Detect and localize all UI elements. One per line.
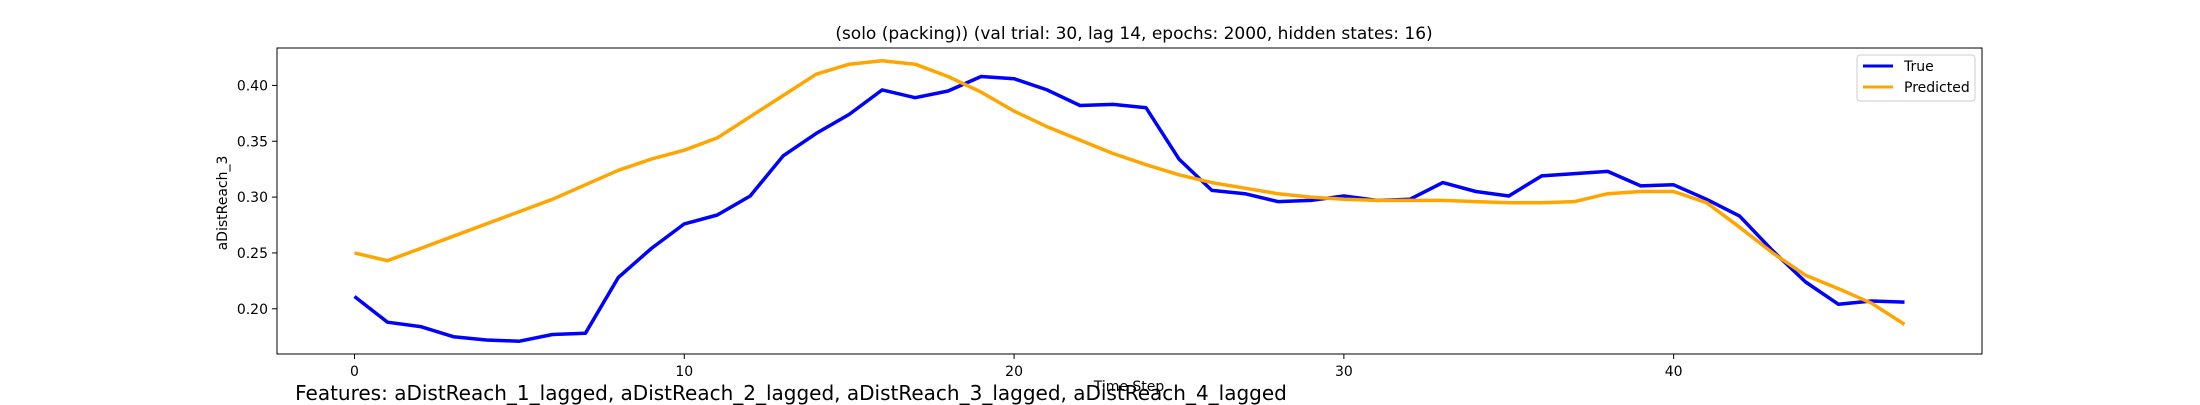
features-caption: Features: aDistReach_1_lagged, aDistReac… — [295, 381, 1287, 405]
y-tick-label: 0.40 — [237, 78, 268, 94]
y-tick-label: 0.25 — [237, 246, 268, 262]
legend: True Predicted — [1856, 54, 1976, 102]
series-line-predicted — [354, 59, 1906, 326]
y-axis: 0.20 0.25 0.30 0.35 0.40 — [237, 78, 277, 318]
series-line-true — [353, 74, 1905, 343]
plot-area — [276, 47, 1983, 355]
x-tick-label: 30 — [1335, 364, 1353, 380]
x-tick-label: 10 — [675, 364, 693, 380]
y-axis-label: aDistReach_3 — [215, 156, 231, 251]
chart-title: (solo (packing)) (val trial: 30, lag 14,… — [835, 24, 1432, 44]
y-tick-label: 0.20 — [237, 302, 268, 318]
x-tick-label: 40 — [1665, 364, 1683, 380]
legend-label-predicted: Predicted — [1904, 80, 1970, 96]
series-layer — [353, 59, 1906, 343]
legend-label-true: True — [1903, 59, 1934, 75]
x-tick-label: 0 — [350, 364, 359, 380]
y-tick-label: 0.30 — [237, 190, 268, 206]
x-tick-label: 20 — [1005, 364, 1023, 380]
y-tick-label: 0.35 — [237, 134, 268, 150]
x-axis-label: Time Step — [1093, 379, 1165, 395]
x-axis: 0 10 20 30 40 — [350, 354, 1683, 380]
